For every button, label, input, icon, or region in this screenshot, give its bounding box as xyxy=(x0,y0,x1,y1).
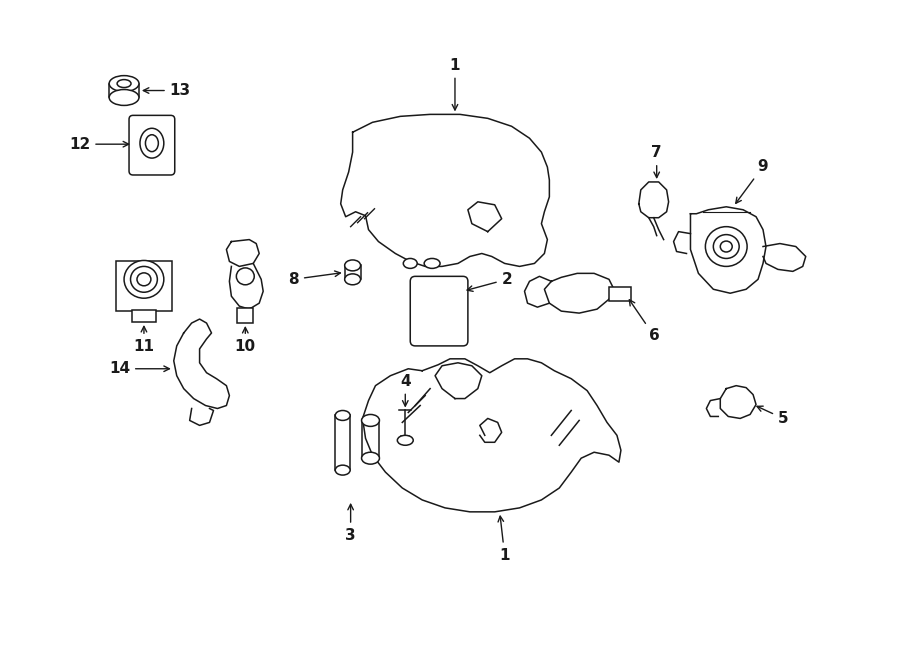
Ellipse shape xyxy=(345,274,361,285)
Text: 10: 10 xyxy=(235,327,256,354)
Ellipse shape xyxy=(345,260,361,271)
Bar xyxy=(116,262,172,311)
Text: 2: 2 xyxy=(467,272,512,292)
Ellipse shape xyxy=(397,436,413,446)
Text: 8: 8 xyxy=(288,271,340,287)
FancyBboxPatch shape xyxy=(410,276,468,346)
Ellipse shape xyxy=(237,268,254,285)
Text: 1: 1 xyxy=(498,516,510,563)
Bar xyxy=(609,288,631,301)
Bar xyxy=(238,308,253,323)
Text: 7: 7 xyxy=(652,145,662,178)
Text: 3: 3 xyxy=(346,504,356,543)
FancyBboxPatch shape xyxy=(129,116,175,175)
Ellipse shape xyxy=(124,260,164,298)
Text: 1: 1 xyxy=(450,58,460,110)
Ellipse shape xyxy=(403,258,418,268)
Text: 13: 13 xyxy=(143,83,191,98)
Ellipse shape xyxy=(335,465,350,475)
Ellipse shape xyxy=(117,79,131,87)
Text: 6: 6 xyxy=(629,300,660,344)
Ellipse shape xyxy=(335,410,350,420)
Ellipse shape xyxy=(424,258,440,268)
Ellipse shape xyxy=(109,75,139,91)
Text: 12: 12 xyxy=(69,137,129,151)
Bar xyxy=(132,310,156,322)
Ellipse shape xyxy=(362,452,380,464)
Ellipse shape xyxy=(137,273,151,286)
Text: 9: 9 xyxy=(736,159,769,204)
Ellipse shape xyxy=(720,241,733,252)
Ellipse shape xyxy=(146,135,158,151)
Text: 5: 5 xyxy=(757,406,788,426)
Ellipse shape xyxy=(706,227,747,266)
Text: 11: 11 xyxy=(133,327,155,354)
Text: 4: 4 xyxy=(400,373,410,406)
Ellipse shape xyxy=(714,235,739,258)
Ellipse shape xyxy=(130,266,158,292)
Text: 14: 14 xyxy=(109,362,169,376)
Ellipse shape xyxy=(109,89,139,105)
Ellipse shape xyxy=(362,414,380,426)
Ellipse shape xyxy=(140,128,164,158)
